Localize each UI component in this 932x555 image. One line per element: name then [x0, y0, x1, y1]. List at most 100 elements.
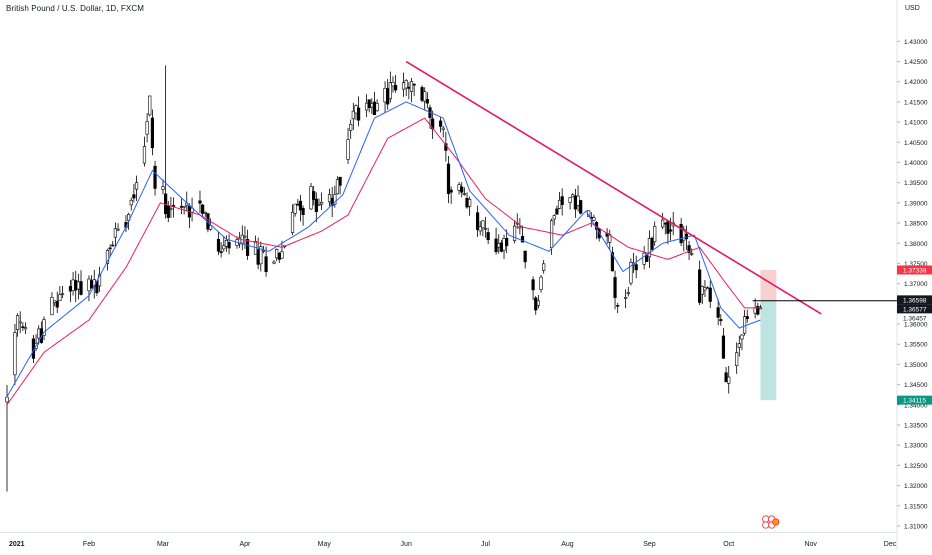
candle[interactable] [703, 279, 707, 298]
candle[interactable] [505, 229, 509, 253]
candle[interactable] [97, 266, 102, 292]
economic-events-icon[interactable] [762, 515, 780, 529]
candle[interactable] [166, 200, 170, 223]
candle[interactable] [275, 248, 279, 262]
candle[interactable] [169, 196, 173, 218]
candle[interactable] [441, 125, 445, 138]
candle[interactable] [15, 313, 20, 337]
candle[interactable] [687, 240, 691, 261]
candle[interactable] [190, 197, 194, 222]
candle[interactable] [388, 71, 392, 103]
candle[interactable] [164, 65, 168, 219]
candle[interactable] [438, 117, 443, 133]
candle[interactable] [515, 213, 519, 229]
candle[interactable] [716, 298, 720, 326]
candle[interactable] [407, 82, 411, 100]
candle[interactable] [79, 270, 83, 296]
candle[interactable] [705, 286, 710, 289]
candle[interactable] [531, 276, 535, 301]
candle[interactable] [457, 182, 461, 195]
candle[interactable] [425, 92, 429, 109]
candle[interactable] [372, 91, 377, 115]
event-flag-icon[interactable] [762, 521, 770, 529]
position-tool[interactable] [760, 269, 777, 401]
candle[interactable] [89, 275, 94, 289]
candle[interactable] [18, 311, 22, 334]
ema-slow-line[interactable] [6, 117, 761, 406]
candle[interactable] [338, 176, 342, 195]
candle[interactable] [653, 221, 657, 246]
candle[interactable] [134, 175, 139, 201]
event-flag-icon[interactable] [772, 518, 780, 526]
candle[interactable] [132, 183, 136, 203]
time-axis[interactable]: 2021 Feb Mar Apr May Jun Jul Aug Sep Oct Nov Dec [0, 532, 897, 549]
candle[interactable] [573, 188, 577, 218]
candle[interactable] [642, 246, 646, 270]
candle[interactable] [412, 83, 416, 96]
candle[interactable] [462, 187, 466, 196]
candle[interactable] [216, 231, 221, 256]
candle[interactable] [238, 231, 242, 248]
candle[interactable] [240, 225, 244, 251]
candle[interactable] [460, 182, 464, 198]
candle[interactable] [50, 292, 54, 316]
candle[interactable] [394, 75, 398, 93]
candle[interactable] [756, 302, 760, 316]
candle[interactable] [314, 192, 318, 223]
candle[interactable] [404, 79, 408, 97]
candle[interactable] [277, 251, 281, 263]
candle[interactable] [243, 226, 247, 249]
candle[interactable] [142, 136, 147, 167]
candle[interactable] [753, 298, 757, 319]
candle[interactable] [446, 155, 451, 204]
candle[interactable] [552, 214, 556, 226]
candle[interactable] [592, 214, 596, 222]
candle[interactable] [539, 275, 543, 293]
candle[interactable] [629, 258, 633, 286]
candle[interactable] [296, 199, 300, 206]
candle[interactable] [724, 367, 728, 383]
stop-loss-zone[interactable] [760, 269, 777, 301]
take-profit-zone[interactable] [760, 300, 777, 401]
candle[interactable] [401, 72, 406, 97]
candle[interactable] [367, 99, 371, 113]
candle[interactable] [740, 334, 744, 351]
candle[interactable] [333, 185, 337, 208]
candle[interactable] [502, 234, 506, 259]
candle[interactable] [148, 95, 152, 117]
candle[interactable] [536, 295, 540, 309]
candle[interactable] [560, 188, 564, 216]
candle[interactable] [346, 127, 350, 165]
candle[interactable] [679, 218, 683, 247]
candle[interactable] [68, 280, 73, 303]
candle[interactable] [58, 286, 62, 302]
candle[interactable] [293, 203, 297, 217]
candle[interactable] [113, 222, 117, 248]
candle[interactable] [129, 197, 133, 211]
candle[interactable] [198, 190, 202, 214]
candle[interactable] [105, 248, 110, 271]
candle[interactable] [579, 200, 583, 215]
event-flag-icon[interactable] [762, 515, 770, 523]
candle[interactable] [478, 221, 482, 236]
candle[interactable] [698, 260, 702, 306]
candle[interactable] [605, 228, 609, 245]
candle[interactable] [290, 204, 295, 236]
candle[interactable] [187, 203, 192, 229]
candle[interactable] [259, 241, 263, 272]
candle[interactable] [150, 109, 155, 156]
candle[interactable] [161, 179, 165, 195]
candle[interactable] [309, 182, 313, 211]
candle[interactable] [227, 234, 231, 255]
candle[interactable] [624, 289, 628, 309]
candle[interactable] [357, 96, 361, 127]
candle[interactable] [108, 244, 112, 257]
candle[interactable] [497, 234, 501, 254]
candle[interactable] [610, 246, 615, 272]
candle[interactable] [375, 99, 379, 112]
candle[interactable] [499, 239, 503, 253]
candle[interactable] [481, 220, 485, 237]
candle[interactable] [420, 85, 424, 103]
candle[interactable] [21, 322, 25, 331]
descending-trendline[interactable] [405, 60, 822, 315]
